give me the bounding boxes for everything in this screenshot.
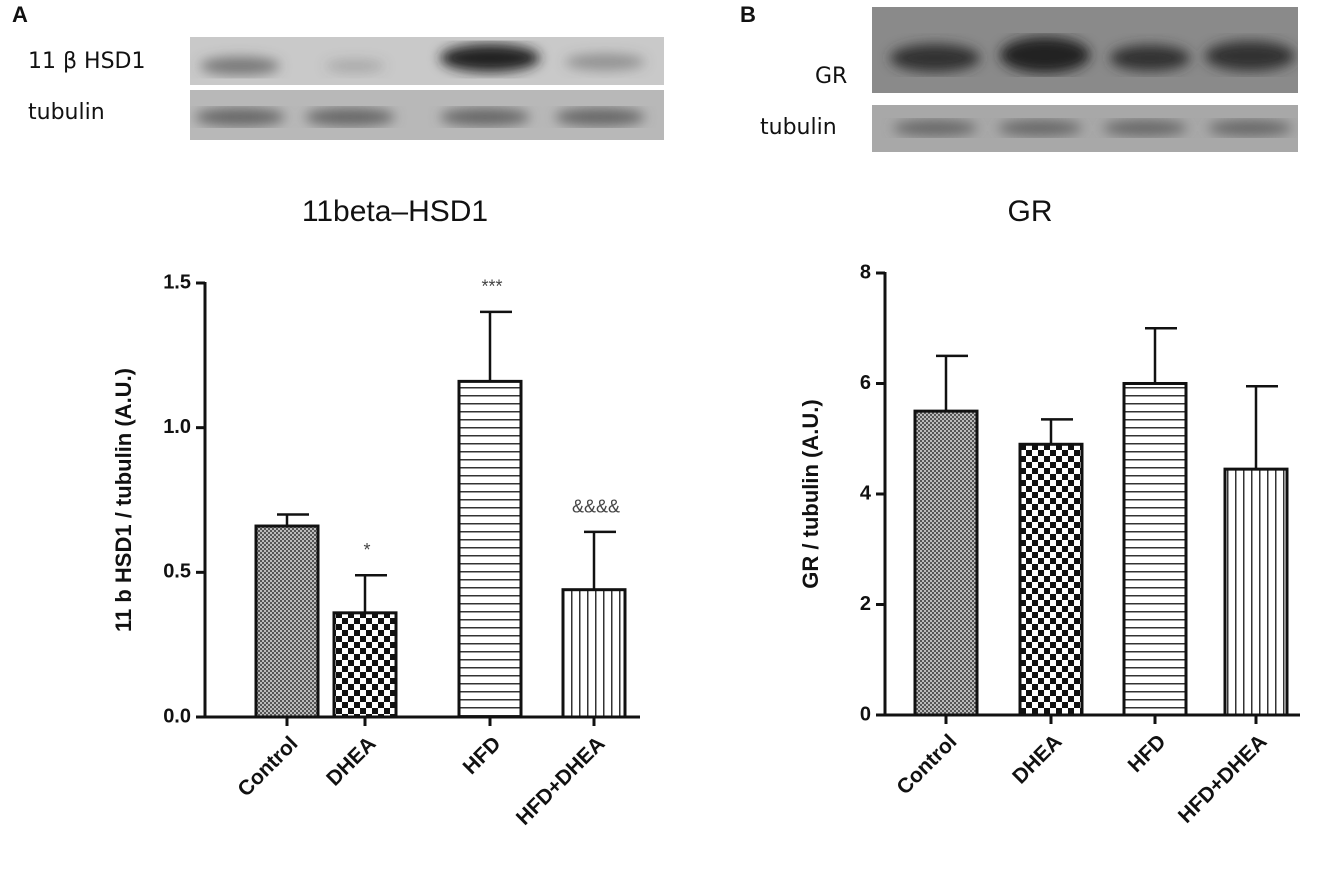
bar [1223, 467, 1289, 717]
x-tick-label: Control [892, 730, 961, 799]
y-tick-label: 0.0 [163, 705, 191, 727]
blot-label: 11 β HSD1 [28, 49, 145, 74]
x-tick-label: HFD+DHEA [1174, 730, 1272, 828]
x-tick-label: DHEA [322, 732, 380, 790]
bar [332, 611, 398, 719]
bar [457, 379, 523, 719]
x-tick-label: DHEA [1008, 730, 1066, 788]
annotation: *** [481, 277, 502, 297]
bar [561, 588, 627, 719]
panel-letter: A [12, 2, 28, 27]
bar [913, 409, 979, 717]
y-tick-label: 0 [860, 703, 871, 725]
y-tick-label: 1.0 [163, 416, 191, 438]
bar [254, 524, 320, 719]
bar [1018, 442, 1084, 717]
x-tick-label: HFD [1124, 730, 1171, 777]
chart-title: GR [1008, 195, 1053, 228]
blot-image [190, 7, 1298, 152]
bar [1122, 382, 1188, 717]
annotation: &&&& [572, 497, 620, 517]
y-tick-label: 0.5 [163, 561, 191, 583]
y-tick-label: 1.5 [163, 271, 191, 293]
panel-letter: B [740, 2, 756, 27]
y-tick-label: 6 [860, 372, 871, 394]
blot-label: GR [815, 64, 847, 89]
y-tick-label: 4 [860, 482, 872, 504]
x-tick-label: Control [233, 732, 302, 801]
y-tick-label: 8 [860, 261, 871, 283]
y-axis-label: 11 b HSD1 / tubulin (A.U.) [111, 368, 136, 632]
annotation: * [363, 540, 370, 560]
blot-label: tubulin [28, 100, 105, 125]
x-tick-label: HFD [459, 732, 506, 779]
x-tick-label: HFD+DHEA [512, 732, 610, 830]
y-tick-label: 2 [860, 593, 871, 615]
y-axis-label: GR / tubulin (A.U.) [798, 399, 823, 588]
blot-label: tubulin [760, 115, 837, 140]
chart-title: 11beta–HSD1 [302, 195, 488, 228]
